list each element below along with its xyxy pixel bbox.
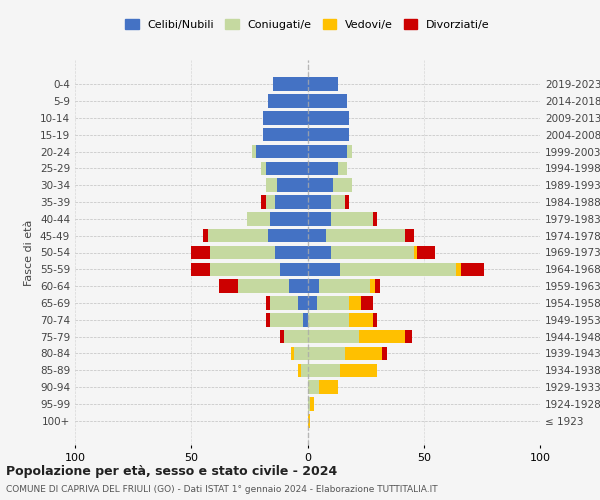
Bar [277,178,308,192]
Bar [210,262,280,276]
Bar [219,280,238,293]
Bar [405,229,415,242]
Bar [308,397,310,410]
Bar [210,246,275,259]
Bar [338,162,347,175]
Bar [308,296,317,310]
Bar [308,145,347,158]
Bar [308,162,338,175]
Bar [263,111,308,124]
Bar [347,145,352,158]
Bar [308,229,326,242]
Bar [291,346,293,360]
Bar [280,330,284,344]
Bar [266,196,275,209]
Bar [310,397,314,410]
Bar [308,78,338,91]
Bar [308,246,331,259]
Bar [375,280,380,293]
Legend: Celibi/Nubili, Coniugati/e, Vedovi/e, Divorziati/e: Celibi/Nubili, Coniugati/e, Vedovi/e, Di… [122,16,493,33]
Bar [382,346,386,360]
Bar [308,346,344,360]
Bar [261,196,266,209]
Bar [247,212,271,226]
Bar [340,364,377,377]
Bar [373,313,377,326]
Bar [308,111,349,124]
Bar [308,364,340,377]
Bar [308,380,319,394]
Bar [349,296,361,310]
Bar [266,162,308,175]
Bar [308,178,333,192]
Bar [370,280,375,293]
Bar [349,313,373,326]
Bar [331,246,415,259]
Bar [308,262,340,276]
Bar [303,313,308,326]
Bar [256,145,308,158]
Bar [331,212,373,226]
Bar [293,346,308,360]
Text: Popolazione per età, sesso e stato civile - 2024: Popolazione per età, sesso e stato civil… [6,465,337,478]
Bar [359,330,405,344]
Bar [263,128,308,141]
Bar [417,246,436,259]
Bar [308,128,349,141]
Bar [457,262,461,276]
Bar [340,262,457,276]
Bar [289,280,308,293]
Bar [308,94,347,108]
Bar [298,296,308,310]
Bar [298,364,301,377]
Bar [319,380,338,394]
Bar [268,94,308,108]
Bar [266,178,277,192]
Bar [271,212,308,226]
Bar [261,162,266,175]
Bar [461,262,484,276]
Bar [266,313,271,326]
Bar [238,280,289,293]
Bar [301,364,308,377]
Bar [191,262,210,276]
Bar [271,296,298,310]
Bar [271,313,303,326]
Bar [331,196,344,209]
Bar [208,229,268,242]
Bar [275,246,308,259]
Bar [284,330,308,344]
Bar [280,262,308,276]
Bar [308,212,331,226]
Bar [308,330,359,344]
Bar [308,280,319,293]
Bar [326,229,405,242]
Bar [361,296,373,310]
Bar [203,229,208,242]
Bar [373,212,377,226]
Bar [266,296,271,310]
Bar [275,196,308,209]
Bar [272,78,308,91]
Bar [415,246,417,259]
Bar [252,145,256,158]
Bar [308,414,310,428]
Bar [268,229,308,242]
Bar [344,196,349,209]
Bar [191,246,210,259]
Bar [308,313,349,326]
Bar [405,330,412,344]
Bar [344,346,382,360]
Bar [317,296,349,310]
Bar [319,280,370,293]
Bar [308,196,331,209]
Bar [333,178,352,192]
Y-axis label: Fasce di età: Fasce di età [25,220,34,286]
Text: COMUNE DI CAPRIVA DEL FRIULI (GO) - Dati ISTAT 1° gennaio 2024 - Elaborazione TU: COMUNE DI CAPRIVA DEL FRIULI (GO) - Dati… [6,485,437,494]
